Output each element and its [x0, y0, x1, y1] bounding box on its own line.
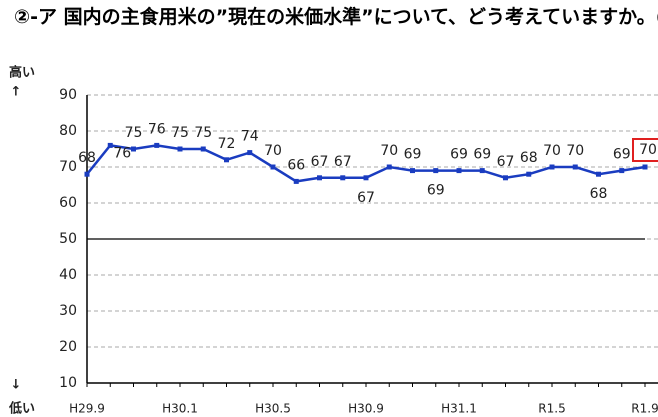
data-label: 75: [194, 125, 212, 141]
data-label: 68: [590, 186, 608, 202]
y-tick-label: 20: [59, 339, 77, 355]
marker: [596, 171, 601, 177]
marker: [572, 164, 578, 170]
y-tick-label: 30: [59, 303, 77, 319]
data-label: 70: [543, 143, 561, 159]
marker: [503, 175, 508, 181]
marker: [200, 146, 206, 152]
y-top-arrow: ↑: [11, 85, 22, 100]
marker: [340, 175, 346, 181]
y-tick-label: 80: [59, 123, 77, 139]
x-tick-label: H30.5: [255, 402, 291, 416]
marker: [363, 175, 369, 181]
marker: [177, 146, 183, 152]
y-tick-label: 40: [59, 267, 77, 283]
data-label: 75: [171, 125, 189, 141]
y-tick-label: 70: [59, 159, 77, 175]
x-tick-label: H30.1: [162, 402, 198, 416]
x-tick-label: R1.5: [538, 402, 565, 416]
marker: [247, 150, 253, 156]
x-tick-label: H31.1: [441, 402, 477, 416]
chart-title: ②-ア 国内の主食用米の”現在の米価水準”について、どう考えていますか。(全体): [14, 6, 658, 28]
data-label: 69: [450, 147, 468, 163]
data-label: 70: [639, 142, 657, 158]
marker: [619, 168, 625, 174]
data-label: 68: [78, 150, 96, 166]
y-top-label: 高い: [9, 65, 35, 81]
marker: [386, 164, 392, 170]
data-label: 67: [357, 190, 375, 206]
y-tick-label: 60: [59, 195, 77, 211]
marker: [154, 142, 160, 148]
x-tick-label: R1.9: [631, 402, 658, 416]
marker: [642, 164, 648, 170]
data-label: 74: [241, 129, 259, 145]
data-label: 69: [404, 147, 422, 163]
data-label: 69: [613, 147, 631, 163]
data-label: 76: [113, 145, 131, 161]
y-bottom-label: 低い: [8, 401, 35, 417]
marker: [131, 146, 136, 152]
data-label: 70: [566, 143, 584, 159]
highlight-box: [632, 138, 658, 162]
data-label: 69: [473, 147, 491, 163]
marker: [84, 171, 90, 177]
marker: [526, 171, 532, 177]
data-label: 66: [287, 157, 305, 173]
x-tick-label: H29.9: [69, 402, 105, 416]
y-tick-label: 90: [59, 87, 77, 103]
marker: [549, 164, 555, 170]
marker: [317, 175, 322, 181]
data-label: 68: [520, 150, 538, 166]
marker: [479, 168, 485, 174]
marker: [456, 168, 462, 174]
marker: [433, 168, 439, 174]
data-label: 70: [264, 143, 282, 159]
data-label: 72: [218, 136, 236, 152]
marker: [270, 164, 276, 170]
marker: [224, 157, 229, 163]
data-label: 69: [427, 183, 445, 199]
data-label: 75: [125, 125, 143, 141]
y-bottom-arrow: ↓: [11, 378, 22, 393]
marker: [410, 168, 415, 174]
y-tick-label: 50: [59, 231, 77, 247]
x-tick-label: H30.9: [348, 402, 384, 416]
marker: [293, 178, 299, 184]
marker: [107, 142, 113, 148]
data-label: 67: [334, 154, 352, 170]
data-label: 67: [497, 154, 515, 170]
y-tick-label: 10: [59, 375, 77, 391]
data-label: 76: [148, 121, 166, 137]
data-label: 67: [311, 154, 329, 170]
data-label: 70: [380, 143, 398, 159]
